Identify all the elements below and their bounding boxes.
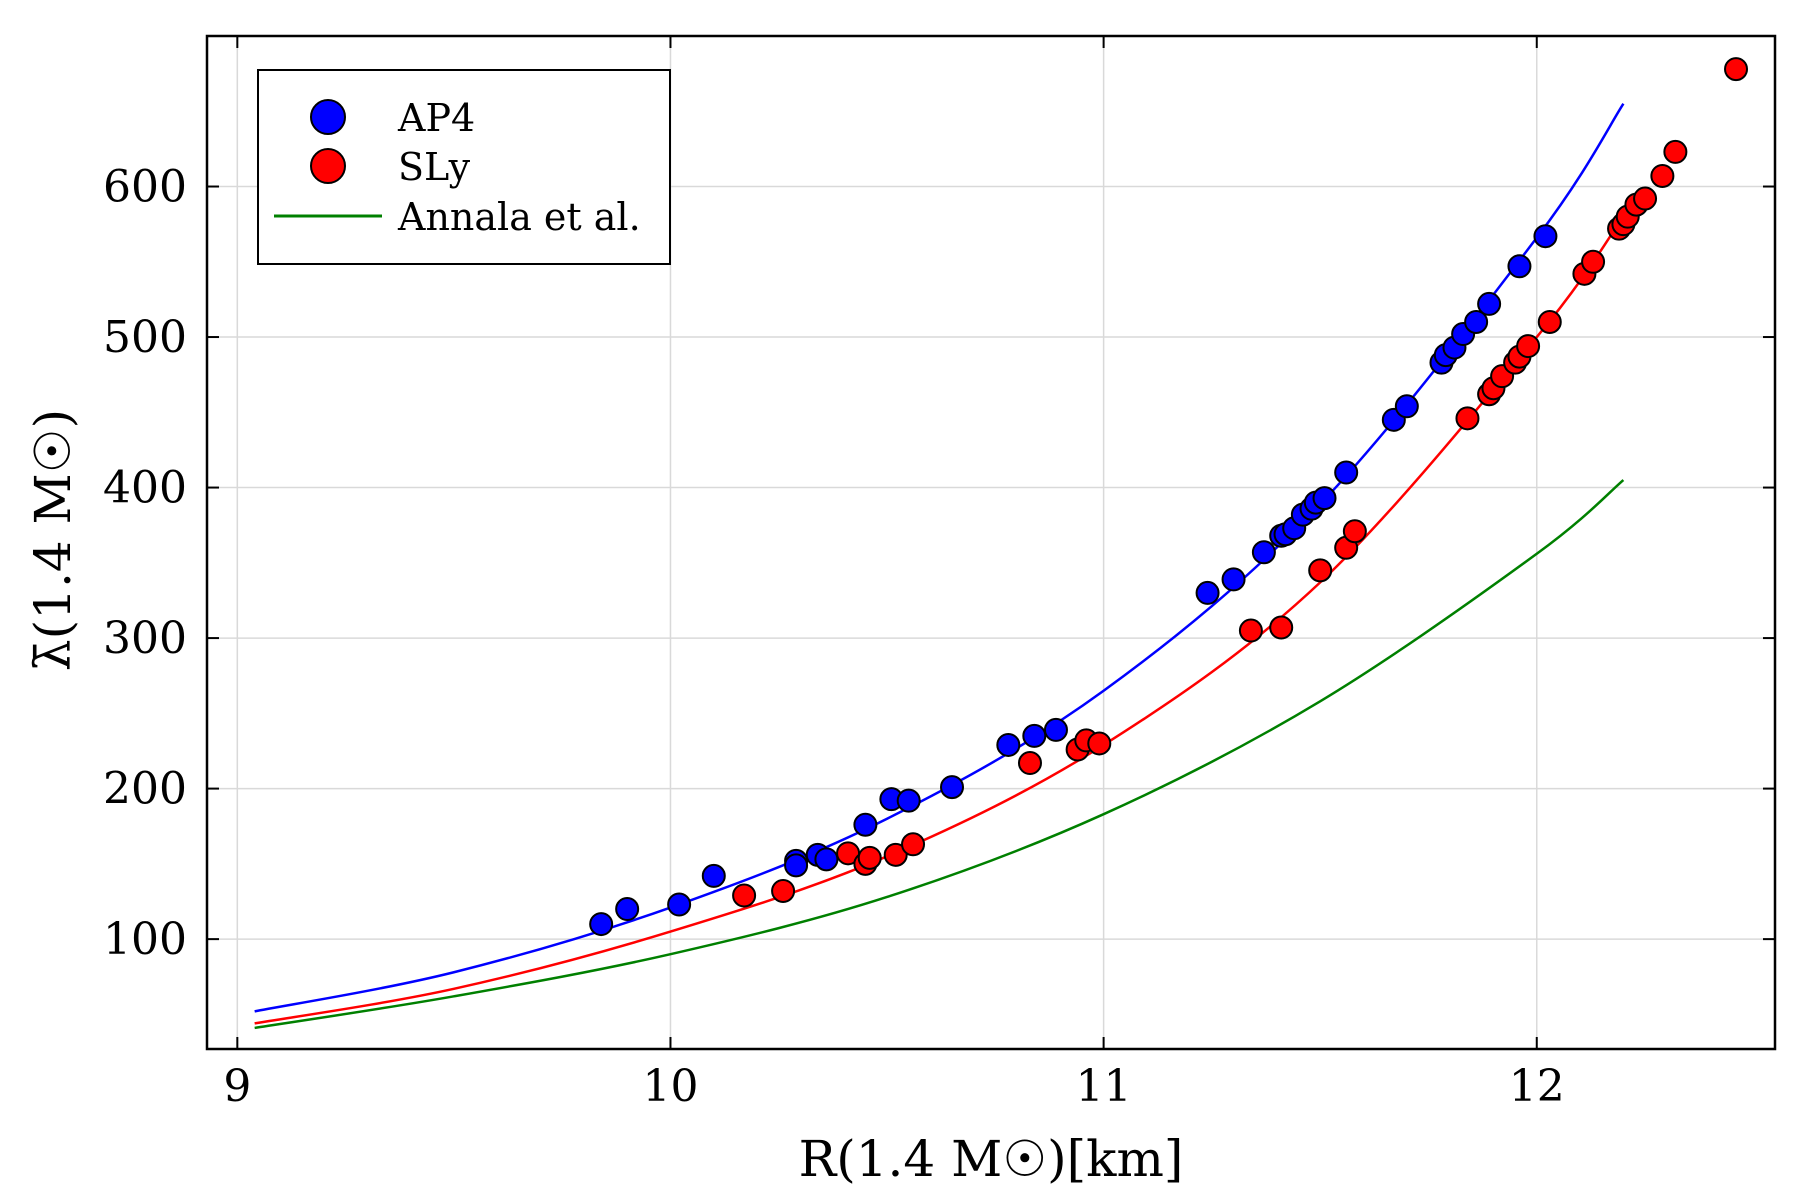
point-sly [1017,751,1042,776]
y-axis-label: λ̄(1.4 M☉) [24,409,82,671]
point-sly [901,832,926,857]
point-sly [883,842,908,867]
legend-label-ap4: AP4 [397,96,475,140]
x-tick-label: 12 [1509,1061,1565,1112]
point-ap4 [853,812,878,837]
point-ap4 [896,788,921,813]
point-sly [1650,163,1675,188]
legend-label-sly: SLy [398,145,471,189]
point-sly [1537,309,1562,334]
curve-annala-et-al [254,479,1625,1030]
x-axis-label: R(1.4 M☉)[km] [799,1130,1184,1188]
point-ap4 [940,775,965,800]
point-sly [1455,406,1480,431]
plot-frame [205,34,1777,1051]
point-sly [1663,139,1688,164]
data-points [589,57,1749,937]
point-ap4 [784,853,809,878]
point-ap4 [615,897,640,922]
point-sly [857,845,882,870]
point-ap4 [1464,309,1489,334]
point-sly [1724,57,1749,82]
legend-marker-ap4 [310,99,346,135]
x-tick-label: 11 [1076,1061,1132,1112]
y-tick-label: 200 [103,764,187,815]
point-ap4 [1251,540,1276,565]
point-sly [1516,334,1541,359]
point-ap4 [589,912,614,937]
point-ap4 [1312,486,1337,511]
point-sly [1269,615,1294,640]
point-ap4 [1533,224,1558,249]
legend-marker-sly [310,148,346,184]
y-tick-label: 300 [103,613,187,664]
legend: AP4 SLy Annala et al. [257,69,671,265]
point-ap4 [1043,717,1068,742]
point-ap4 [1477,291,1502,316]
point-ap4 [996,732,1021,757]
y-tick-label: 600 [103,162,187,213]
point-ap4 [814,847,839,872]
point-ap4 [1507,254,1532,279]
x-tick-label: 9 [223,1061,251,1112]
point-ap4 [1195,580,1220,605]
point-sly [732,883,757,908]
point-sly [1581,249,1606,274]
legend-label-annala: Annala et al. [397,195,641,239]
tick-labels: 9 10 11 12 100 200 300 400 500 600 [103,162,1565,1112]
point-sly [1633,186,1658,211]
point-sly [1342,519,1367,544]
grid [207,36,1775,1049]
axis-ticks [207,36,1775,1049]
point-sly [1087,731,1112,756]
point-sly [1308,558,1333,583]
y-tick-label: 100 [103,914,187,965]
point-sly [1238,618,1263,643]
point-ap4 [1334,460,1359,485]
point-sly [771,878,796,903]
y-tick-label: 400 [103,463,187,514]
x-tick-label: 10 [642,1061,698,1112]
point-ap4 [1394,394,1419,419]
y-tick-label: 500 [103,312,187,363]
point-ap4 [701,863,726,888]
point-ap4 [1022,723,1047,748]
point-ap4 [1221,567,1246,592]
point-ap4 [667,892,692,917]
